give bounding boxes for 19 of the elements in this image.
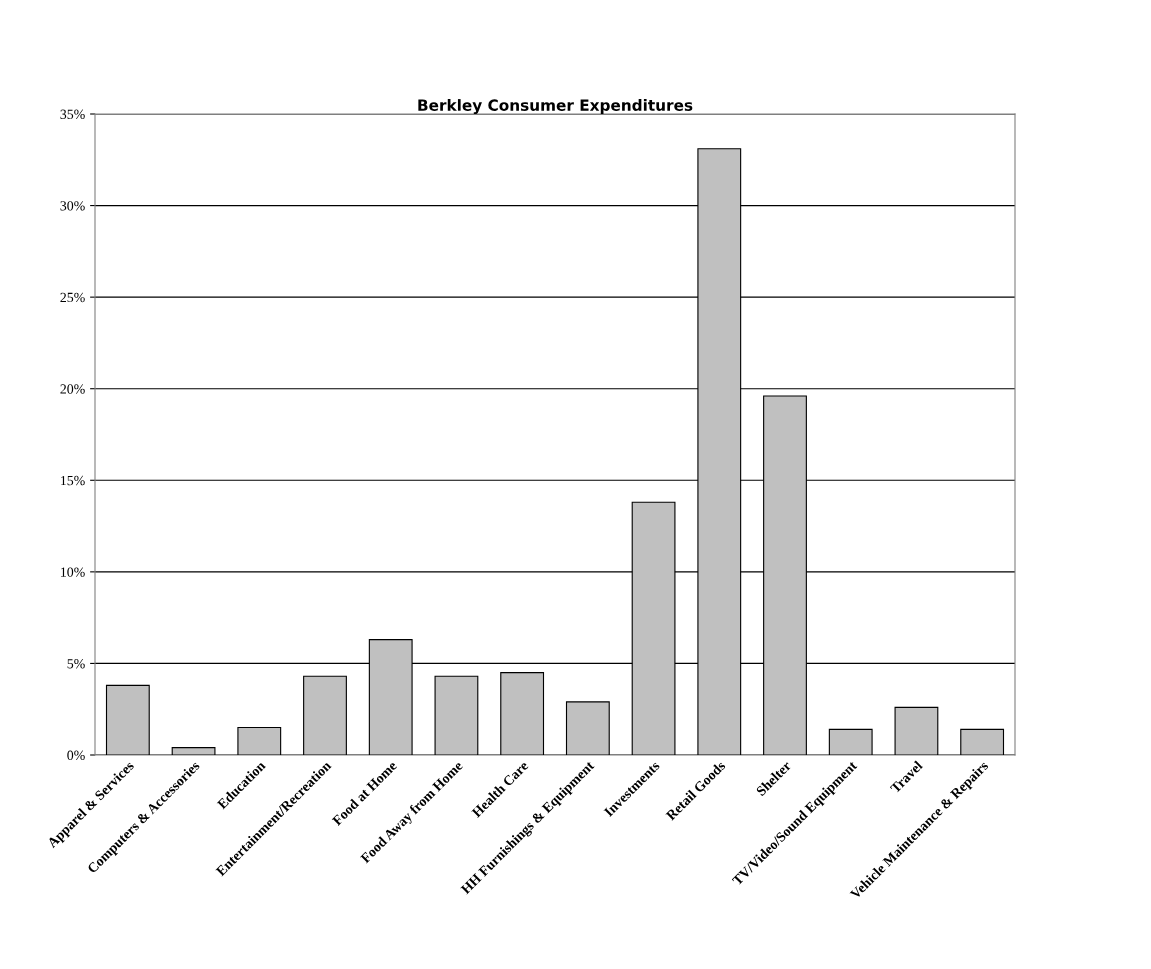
bar — [828, 728, 873, 755]
y-tick-label: 20% — [60, 384, 85, 394]
y-tick-label: 30% — [60, 201, 85, 211]
bar — [960, 728, 1005, 755]
bar — [237, 726, 282, 755]
chart-title: Berkley Consumer Expenditures — [418, 99, 693, 114]
y-tick-label: 15% — [61, 475, 85, 486]
bar — [434, 675, 479, 755]
y-tick-label: 10% — [61, 567, 85, 577]
y-tick-label: 5% — [67, 659, 85, 669]
bar — [500, 672, 545, 755]
y-tick-label: 35% — [60, 109, 85, 119]
y-tick-label: 0% — [67, 750, 85, 760]
y-tick-label: 25% — [60, 292, 85, 303]
bar — [894, 706, 939, 755]
bar — [105, 684, 150, 755]
bar — [171, 747, 216, 755]
bar — [565, 701, 610, 755]
bar — [303, 675, 347, 755]
